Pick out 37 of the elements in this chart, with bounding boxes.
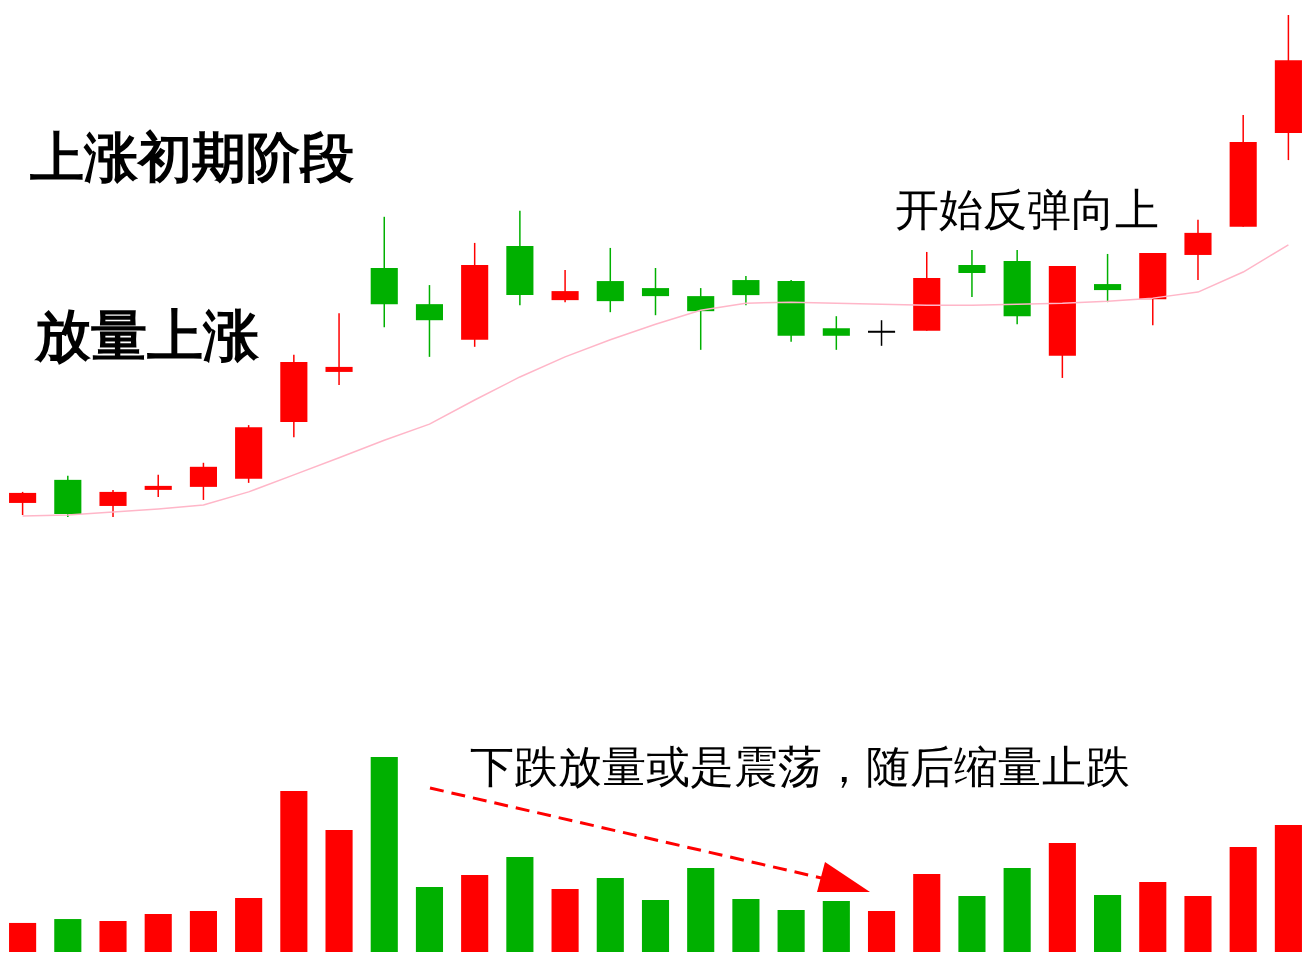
annotation: 放量上涨 [35, 303, 259, 368]
bar [641, 899, 670, 952]
bar [732, 898, 760, 952]
annotation: 下跌放量或是震荡，随后缩量止跌 [470, 741, 1130, 792]
bar [777, 910, 805, 952]
bar [596, 878, 624, 952]
bar [1139, 882, 1167, 952]
candlestick [144, 474, 172, 498]
bar [958, 896, 986, 952]
candlestick [325, 312, 353, 386]
bar [189, 911, 217, 952]
bar [280, 790, 308, 952]
bar [1184, 896, 1212, 952]
candlestick [641, 267, 670, 316]
bar [1229, 847, 1257, 952]
bar [1094, 895, 1122, 952]
bar [551, 889, 579, 952]
bar [144, 913, 172, 952]
bar [867, 911, 896, 952]
bar [415, 887, 444, 952]
bar [822, 900, 850, 952]
bar [1003, 867, 1031, 952]
candlestick [867, 319, 896, 347]
bar [325, 829, 353, 952]
bar [235, 897, 263, 952]
bar [54, 919, 82, 952]
bar [461, 874, 489, 952]
bar [687, 867, 715, 952]
annotation: 开始反弹向上 [895, 184, 1159, 235]
text: 上涨初期阶段 [30, 126, 354, 189]
bar [1048, 843, 1076, 952]
bar [99, 921, 127, 952]
bar [913, 874, 941, 952]
bar [9, 922, 37, 952]
bar [506, 857, 534, 952]
bar [1274, 825, 1302, 952]
bar [370, 757, 398, 952]
